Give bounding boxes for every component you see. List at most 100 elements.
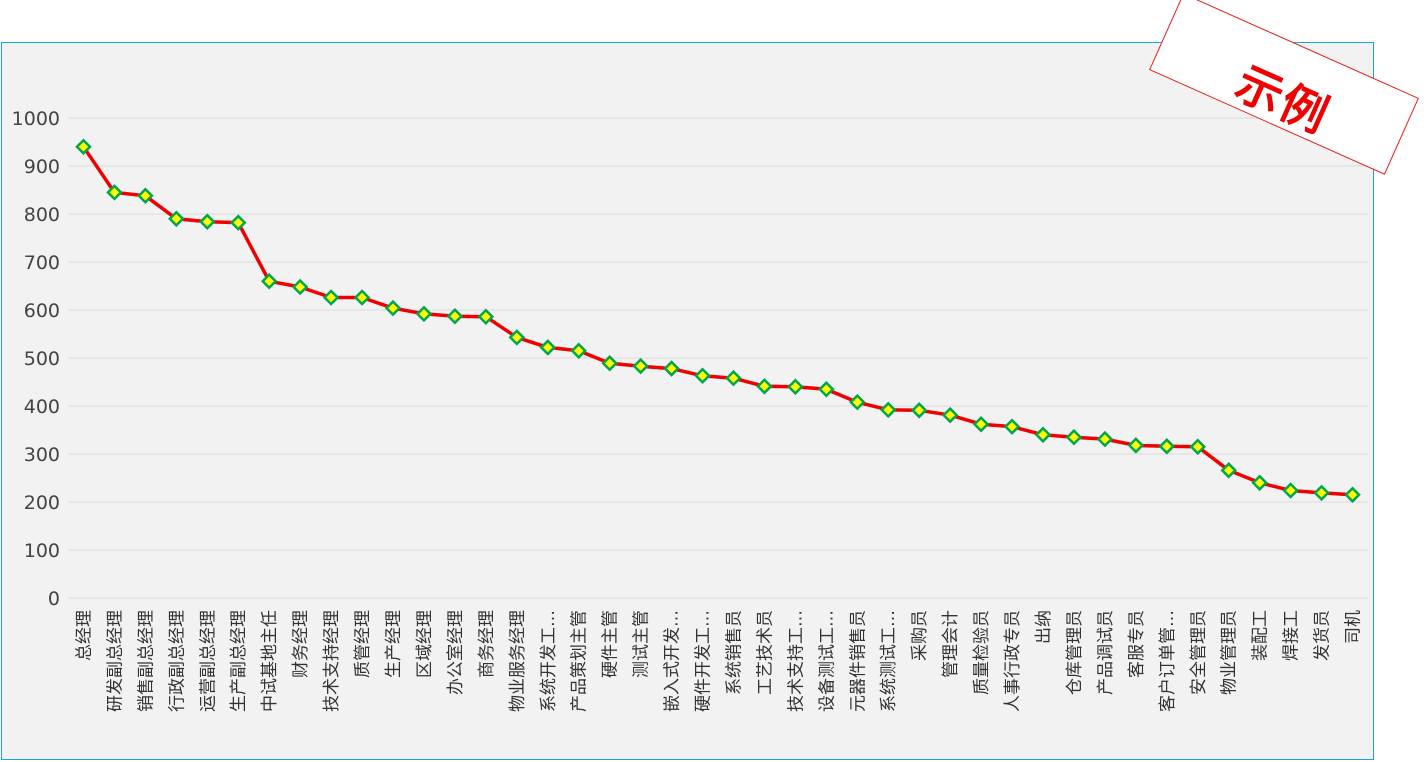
x-category-label: 物业服务经理: [508, 610, 528, 712]
x-category-label: 商务经理: [477, 610, 497, 678]
x-category-label: 元器件销售员: [848, 610, 868, 712]
y-tick-label: 100: [24, 540, 60, 562]
x-category-label: 运营副总经理: [198, 610, 218, 712]
y-tick-label: 700: [24, 252, 60, 274]
x-category-label: 安全管理员: [1189, 610, 1209, 695]
data-point-marker: [1127, 437, 1145, 454]
x-category-label: 生产经理: [384, 610, 404, 678]
chart-area: 0 100 200 300 400 500 600 700 800 900 1000 总经理 研发副总…: [1, 42, 1374, 760]
data-point-marker: [1096, 430, 1114, 448]
y-tick-label: 800: [24, 204, 60, 226]
data-point-marker: [291, 278, 309, 296]
data-point-marker: [539, 339, 557, 356]
x-category-label: 硬件主管: [601, 610, 621, 678]
x-category-label: 焊接工: [1282, 610, 1302, 661]
x-category-label: 装配工: [1251, 610, 1271, 661]
x-category-label: 质量检验员: [972, 610, 992, 695]
line-chart: 0 100 200 300 400 500 600 700 800 900 1000 总经理 研发副总…: [12, 108, 1368, 712]
data-point-marker: [1251, 474, 1268, 492]
data-point-marker: [75, 138, 92, 156]
data-point-marker: [632, 357, 649, 375]
x-category-label: 产品调试员: [1096, 610, 1116, 695]
x-category-label: 总经理: [74, 610, 94, 661]
x-category-label: 设备测试工…: [817, 610, 837, 712]
x-category-label: 办公室经理: [446, 610, 466, 695]
data-point-marker: [1344, 486, 1361, 504]
y-tick-label: 200: [24, 492, 60, 514]
x-category-label: 采购员: [910, 610, 930, 661]
data-point-marker: [168, 210, 185, 228]
x-category-label: 技术支持经理: [322, 610, 342, 712]
data-point-marker: [694, 367, 711, 385]
data-point-marker: [384, 299, 402, 317]
data-point-marker: [910, 402, 928, 419]
data-point-marker: [353, 289, 371, 306]
x-axis-category-labels: 总经理 研发副总经理 销售副总经理 行政副总经理 运营副总经理 生产副总经理 中试基地主任财…: [74, 610, 1363, 712]
data-point-marker: [818, 380, 835, 398]
data-point-marker: [1065, 428, 1083, 446]
x-category-label: 质管经理: [353, 610, 373, 678]
x-category-label: 客户订单管…: [1158, 610, 1178, 712]
data-point-marker: [879, 401, 897, 419]
data-point-marker: [725, 369, 742, 387]
data-markers: [75, 138, 1361, 504]
x-category-label: 工艺技术员: [755, 610, 775, 695]
y-tick-label: 400: [24, 396, 60, 418]
data-point-marker: [663, 360, 680, 377]
data-point-marker: [756, 378, 773, 395]
x-category-label: 财务经理: [291, 610, 311, 678]
data-point-marker: [508, 329, 526, 346]
data-point-marker: [137, 187, 154, 205]
x-category-label: 研发副总经理: [105, 610, 125, 712]
x-category-label: 硬件开发工…: [694, 610, 714, 712]
data-point-marker: [1158, 438, 1176, 455]
x-category-label: 客服专员: [1127, 610, 1147, 678]
x-category-label: 嵌入式开发…: [663, 610, 683, 712]
x-category-label: 物业管理员: [1220, 610, 1240, 695]
x-category-label: 人事行政专员: [1003, 610, 1023, 712]
x-category-label: 销售副总经理: [136, 610, 156, 712]
data-point-marker: [1034, 426, 1052, 444]
data-point-marker: [570, 342, 587, 360]
x-category-label: 管理会计: [941, 610, 961, 678]
x-category-label: 出纳: [1034, 610, 1054, 644]
data-point-marker: [787, 378, 804, 396]
x-category-label: 测试主管: [632, 610, 652, 678]
y-tick-label: 1000: [12, 108, 60, 130]
y-tick-label: 900: [24, 156, 60, 178]
x-category-label: 产品策划主管: [570, 610, 590, 712]
series-line: [82, 145, 1353, 497]
data-point-marker: [229, 214, 247, 231]
data-point-marker: [601, 355, 618, 372]
x-category-label: 系统销售员: [724, 610, 744, 695]
data-point-marker: [1220, 462, 1237, 479]
data-point-marker: [199, 213, 216, 230]
x-category-label: 仓库管理员: [1065, 610, 1085, 695]
y-tick-label: 0: [48, 588, 60, 610]
data-point-marker: [322, 289, 340, 306]
data-point-marker: [1282, 482, 1299, 499]
x-category-label: 区域经理: [415, 610, 435, 678]
y-tick-label: 300: [24, 444, 60, 466]
y-tick-label: 600: [24, 300, 60, 322]
x-category-label: 行政副总经理: [167, 610, 187, 712]
data-point-marker: [1003, 418, 1021, 435]
data-point-marker: [849, 393, 866, 411]
data-point-marker: [941, 406, 959, 424]
data-point-marker: [415, 305, 433, 323]
data-point-marker: [106, 184, 123, 201]
gridlines: [68, 117, 1368, 599]
y-axis-ticks: 0 100 200 300 400 500 600 700 800 900 1000: [12, 108, 60, 610]
x-category-label: 技术支持工…: [786, 610, 806, 712]
data-point-marker: [477, 308, 495, 325]
data-point-marker: [1313, 484, 1330, 502]
x-category-label: 系统测试工…: [879, 610, 899, 712]
x-category-label: 系统开发工…: [539, 610, 559, 712]
data-point-marker: [972, 415, 990, 433]
data-point-marker: [446, 307, 464, 325]
data-point-marker: [260, 272, 278, 290]
x-category-label: 司机: [1344, 610, 1364, 644]
x-category-label: 生产副总经理: [229, 610, 249, 712]
data-point-marker: [1189, 438, 1207, 456]
x-category-label: 中试基地主任: [260, 610, 280, 712]
